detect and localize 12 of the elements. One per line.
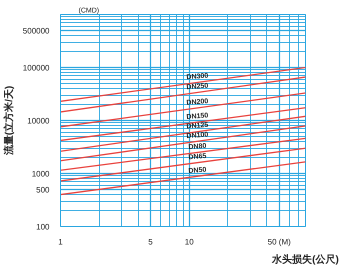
- y-tick-label: 500000: [22, 26, 50, 36]
- x-tick-label: 10: [184, 238, 194, 246]
- x-tick-label: 5: [148, 238, 154, 246]
- y-tick-label: 100000: [22, 64, 50, 72]
- x-tick-label: 1: [58, 238, 64, 246]
- x-axis-title: 水头损失(公尺): [271, 254, 339, 266]
- x-tick-label: 50 (M): [268, 238, 292, 246]
- y-tick-label: 100: [36, 222, 50, 232]
- y-tick-label: 10000: [27, 116, 50, 126]
- y-tick-label: 1000: [32, 170, 50, 178]
- y-tick-label: 500: [36, 185, 50, 194]
- y-axis-title: 流量(立方米/天): [2, 86, 15, 156]
